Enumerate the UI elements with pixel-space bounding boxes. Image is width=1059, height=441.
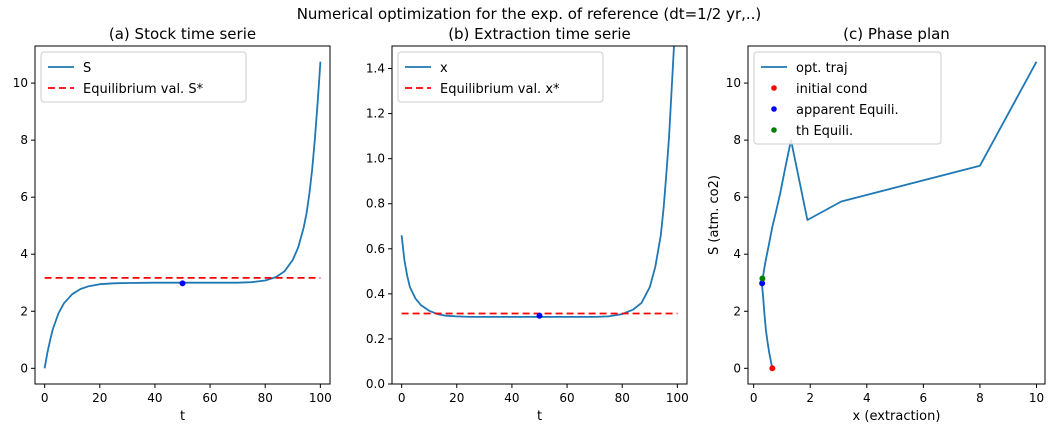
series-line: [43, 61, 322, 369]
legend-label: Equilibrium val. S*: [83, 82, 204, 97]
panel-title: (b) Extraction time serie: [448, 25, 631, 43]
legend: opt. traj initial cond apparent Equili. th …: [753, 51, 942, 145]
legend-marker: [771, 85, 777, 91]
x-axis-label: t: [537, 409, 542, 424]
panel-1: (b) Extraction time serie 0 20 40 60 80 100 0.0…: [366, 25, 689, 424]
legend-label: initial cond: [796, 82, 867, 97]
y-tick-label: 8: [733, 133, 741, 147]
axes-frame: [391, 45, 688, 385]
panel-2: (c) Phase plan 0 2 4 6 8 10 0 2 4 6 8 10 x (extractio…: [707, 25, 1046, 424]
panel-title: (a) Stock time serie: [109, 25, 256, 43]
y-tick-label: 0: [20, 361, 28, 375]
legend-label: S: [83, 61, 91, 76]
y-tick-label: 0.6: [366, 242, 385, 256]
x-tick-label: 20: [449, 391, 464, 405]
y-tick-label: 1.0: [366, 152, 385, 166]
y-tick-label: 6: [733, 190, 741, 204]
y-tick-label: 10: [13, 76, 28, 90]
legend-marker: [771, 127, 777, 133]
x-tick-label: 8: [976, 391, 984, 405]
y-tick-label: 2: [733, 304, 741, 318]
y-tick-label: 0.2: [366, 332, 385, 346]
x-tick-label: 60: [559, 391, 574, 405]
y-tick-label: 4: [733, 247, 741, 261]
legend-label: x: [440, 61, 448, 76]
panel-0: (a) Stock time serie 0 20 40 60 80 100 0 2 4 6 8 10 t…: [13, 25, 332, 424]
data-point: [759, 275, 766, 282]
figure-suptitle: Numerical optimization for the exp. of r…: [297, 5, 762, 23]
series-line: [400, 46, 675, 318]
legend-label: th Equili.: [796, 124, 853, 139]
legend-label: apparent Equili.: [796, 103, 899, 118]
y-tick-label: 0.0: [366, 377, 385, 391]
x-tick-label: 20: [92, 391, 107, 405]
x-tick-label: 40: [147, 391, 162, 405]
x-tick-label: 0: [750, 391, 758, 405]
y-tick-label: 2: [20, 304, 28, 318]
y-tick-label: 1.4: [366, 62, 385, 76]
x-tick-label: 100: [309, 391, 332, 405]
data-point: [536, 312, 543, 319]
legend-label: opt. traj: [796, 61, 848, 76]
axes-frame: [747, 45, 1046, 385]
plot-area: [400, 46, 678, 319]
y-tick-label: 0.4: [366, 287, 385, 301]
y-tick-label: 10: [726, 76, 741, 90]
y-tick-label: 1.2: [366, 107, 385, 121]
data-point: [179, 280, 186, 287]
x-tick-label: 80: [615, 391, 630, 405]
legend: x Equilibrium val. x*: [397, 51, 604, 103]
x-tick-label: 80: [258, 391, 273, 405]
y-tick-label: 6: [20, 190, 28, 204]
panel-title: (c) Phase plan: [843, 25, 950, 43]
y-tick-label: 0: [733, 361, 741, 375]
x-tick-label: 10: [1029, 391, 1044, 405]
x-axis-label: t: [180, 409, 185, 424]
data-point: [759, 280, 766, 287]
x-tick-label: 60: [202, 391, 217, 405]
legend-marker: [771, 106, 777, 112]
legend-box: [40, 51, 247, 103]
x-tick-label: 0: [398, 391, 406, 405]
y-tick-label: 8: [20, 133, 28, 147]
x-tick-label: 40: [504, 391, 519, 405]
x-tick-label: 2: [806, 391, 814, 405]
y-tick-label: 0.8: [366, 197, 385, 211]
plot-area: [43, 61, 322, 369]
legend-box: [397, 51, 604, 103]
x-tick-label: 4: [863, 391, 871, 405]
legend-label: Equilibrium val. x*: [440, 82, 560, 97]
data-point: [769, 365, 776, 372]
y-tick-label: 4: [20, 247, 28, 261]
x-tick-label: 100: [666, 391, 689, 405]
legend: S Equilibrium val. S*: [40, 51, 247, 103]
x-tick-label: 0: [41, 391, 49, 405]
legend-box: [753, 51, 942, 145]
axes-frame: [34, 45, 331, 385]
x-tick-label: 6: [920, 391, 928, 405]
y-axis-label: S (atm. co2): [707, 175, 722, 255]
x-axis-label: x (extraction): [853, 409, 941, 424]
